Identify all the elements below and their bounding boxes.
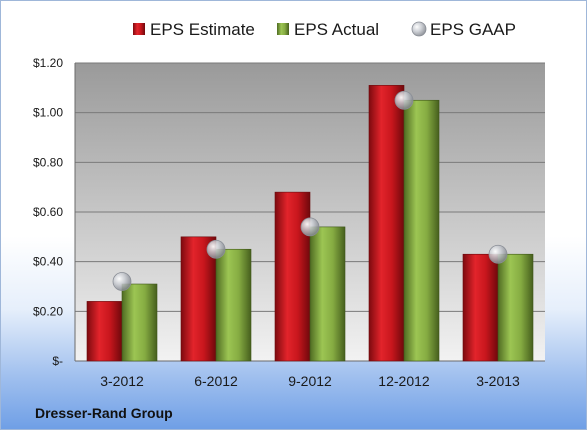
y-tick-label: $0.20 [33,304,63,318]
eps-estimate-bar [368,85,405,362]
eps-estimate-bar [86,301,123,362]
y-tick-label: $0.80 [33,155,63,169]
legend-label: EPS GAAP [430,20,516,39]
y-tick-label: $- [52,354,63,368]
eps-estimate-bar [274,191,311,362]
eps-estimate-bar [180,236,217,362]
y-tick-label: $0.60 [33,205,63,219]
eps-actual-bar [215,248,252,362]
x-tick-label: 6-2012 [194,373,238,389]
legend-swatch [277,23,289,35]
eps-estimate-bar [462,253,499,362]
eps-gaap-marker [488,244,508,264]
legend-swatch [133,23,145,35]
eps-gaap-marker [112,272,132,291]
company-name-footer: Dresser-Rand Group [35,405,173,421]
eps-gaap-marker [394,90,414,110]
legend-label: EPS Actual [294,20,379,39]
y-tick-label: $1.20 [33,56,63,70]
eps-actual-bar [309,226,346,362]
y-tick-label: $0.40 [33,255,63,269]
eps-gaap-marker [206,239,226,259]
x-tick-label: 3-2012 [100,373,144,389]
eps-actual-bar [403,99,440,362]
x-axis: 3-2012 6-2012 9-2012 12-2012 3-2013 [100,373,520,389]
eps-gaap-marker [300,217,320,237]
x-tick-label: 12-2012 [378,373,430,389]
legend-label: EPS Estimate [150,20,255,39]
gaap-markers [112,90,508,291]
chart-legend: EPS Estimate EPS Actual EPS GAAP [133,20,516,39]
y-axis: $- $0.20 $0.40 $0.60 $0.80 $1.00 $1.20 [33,56,76,368]
y-tick-label: $1.00 [33,106,63,120]
eps-actual-bar [497,253,534,362]
x-tick-label: 3-2013 [476,373,520,389]
eps-actual-bar [121,283,158,362]
legend-swatch [411,21,427,37]
x-tick-label: 9-2012 [288,373,332,389]
